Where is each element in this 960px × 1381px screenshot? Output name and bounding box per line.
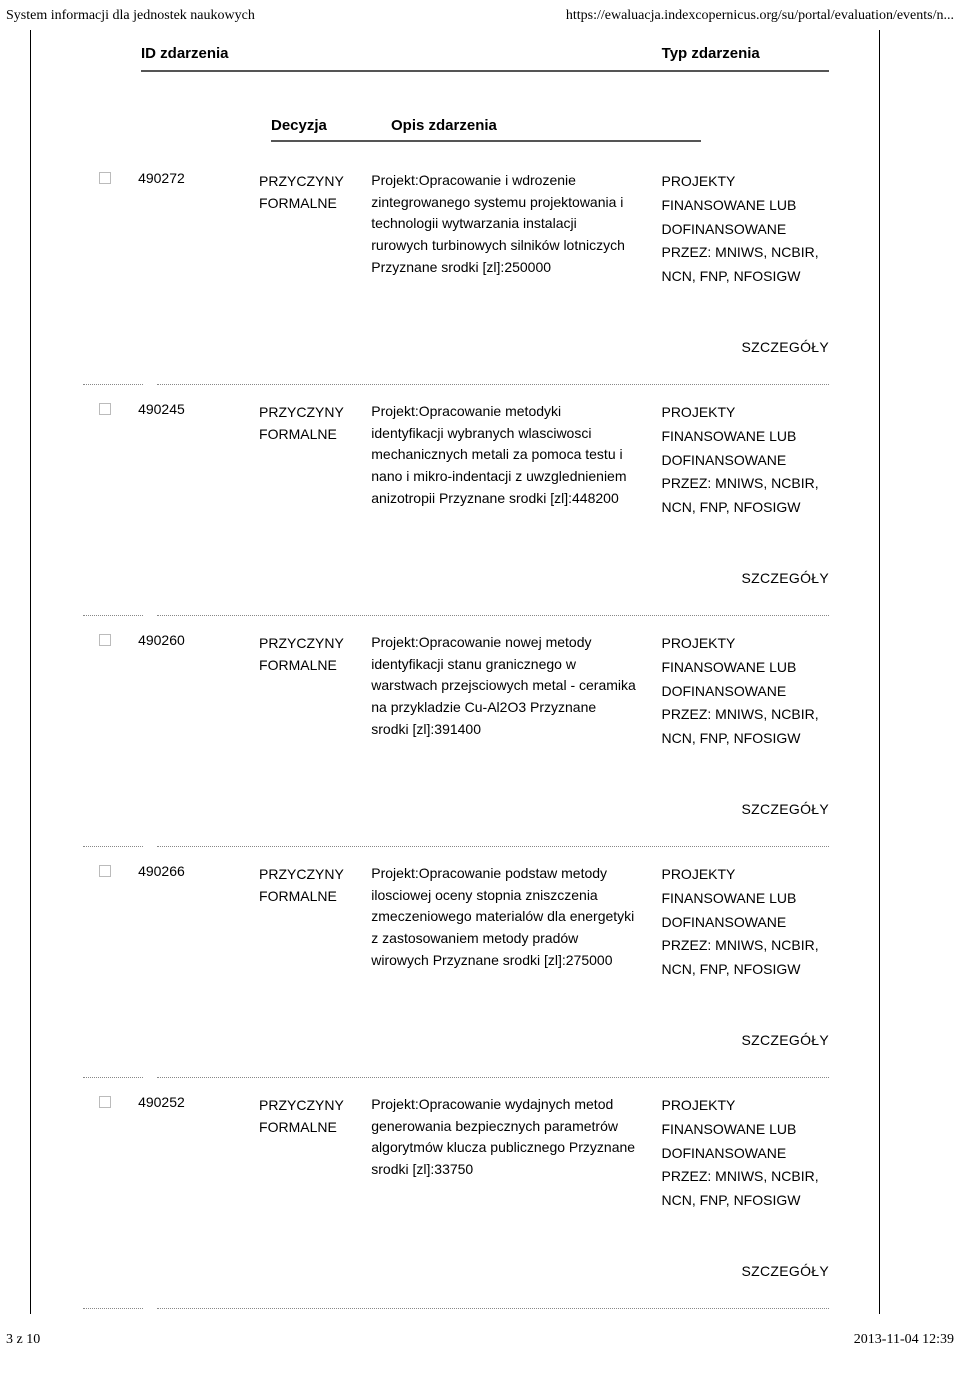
table-row: 490272PRZYCZYNY FORMALNEProjekt:Opracowa… [81, 154, 829, 385]
event-description: Projekt:Opracowanie i wdrozenie zintegro… [371, 170, 661, 278]
row-separator [81, 614, 829, 616]
event-type: PROJEKTY FINANSOWANE LUB DOFINANSOWANE P… [661, 1094, 829, 1213]
column-header-type: Typ zdarzenia [662, 45, 760, 62]
row-separator [81, 383, 829, 385]
row-checkbox[interactable] [99, 634, 111, 646]
details-link[interactable]: SZCZEGÓŁY [742, 1032, 830, 1048]
event-id: 490252 [138, 1094, 259, 1110]
sub-header-row: Decyzja Opis zdarzenia [81, 82, 829, 154]
event-type: PROJEKTY FINANSOWANE LUB DOFINANSOWANE P… [661, 863, 829, 982]
event-decision: PRZYCZYNY FORMALNE [259, 401, 371, 446]
column-header-decision: Decyzja [271, 117, 327, 134]
footer-timestamp: 2013-11-04 12:39 [854, 1332, 954, 1348]
event-decision: PRZYCZYNY FORMALNE [259, 863, 371, 908]
print-footer: 3 z 10 2013-11-04 12:39 [0, 1314, 960, 1354]
content-frame: ID zdarzenia Typ zdarzenia Decyzja Opis … [30, 30, 880, 1314]
top-header-row: ID zdarzenia Typ zdarzenia [81, 45, 829, 82]
row-separator [81, 1076, 829, 1078]
row-separator [81, 845, 829, 847]
details-link[interactable]: SZCZEGÓŁY [742, 339, 830, 355]
event-description: Projekt:Opracowanie podstaw metody ilosc… [371, 863, 661, 971]
event-decision: PRZYCZYNY FORMALNE [259, 1094, 371, 1139]
event-decision: PRZYCZYNY FORMALNE [259, 632, 371, 677]
event-description: Projekt:Opracowanie wydajnych metod gene… [371, 1094, 661, 1181]
row-separator [81, 1307, 829, 1309]
event-id: 490260 [138, 632, 259, 648]
event-type: PROJEKTY FINANSOWANE LUB DOFINANSOWANE P… [661, 170, 829, 289]
print-header: System informacji dla jednostek naukowyc… [0, 0, 960, 30]
table-row: 490266PRZYCZYNY FORMALNEProjekt:Opracowa… [81, 847, 829, 1078]
print-header-left: System informacji dla jednostek naukowyc… [6, 8, 255, 24]
event-decision: PRZYCZYNY FORMALNE [259, 170, 371, 215]
table-row: 490260PRZYCZYNY FORMALNEProjekt:Opracowa… [81, 616, 829, 847]
table-row: 490252PRZYCZYNY FORMALNEProjekt:Opracowa… [81, 1078, 829, 1309]
print-header-right: https://ewaluacja.indexcopernicus.org/su… [566, 8, 954, 24]
column-header-description: Opis zdarzenia [391, 117, 497, 134]
table-row: 490245PRZYCZYNY FORMALNEProjekt:Opracowa… [81, 385, 829, 616]
event-id: 490266 [138, 863, 259, 879]
row-checkbox[interactable] [99, 1096, 111, 1108]
event-description: Projekt:Opracowanie nowej metody identyf… [371, 632, 661, 740]
event-id: 490272 [138, 170, 259, 186]
event-type: PROJEKTY FINANSOWANE LUB DOFINANSOWANE P… [661, 401, 829, 520]
details-link[interactable]: SZCZEGÓŁY [742, 570, 830, 586]
row-checkbox[interactable] [99, 865, 111, 877]
event-id: 490245 [138, 401, 259, 417]
row-checkbox[interactable] [99, 403, 111, 415]
event-description: Projekt:Opracowanie metodyki identyfikac… [371, 401, 661, 509]
details-link[interactable]: SZCZEGÓŁY [742, 1263, 830, 1279]
column-header-id: ID zdarzenia [141, 45, 229, 62]
row-checkbox[interactable] [99, 172, 111, 184]
footer-page-count: 3 z 10 [6, 1332, 40, 1348]
event-type: PROJEKTY FINANSOWANE LUB DOFINANSOWANE P… [661, 632, 829, 751]
details-link[interactable]: SZCZEGÓŁY [742, 801, 830, 817]
